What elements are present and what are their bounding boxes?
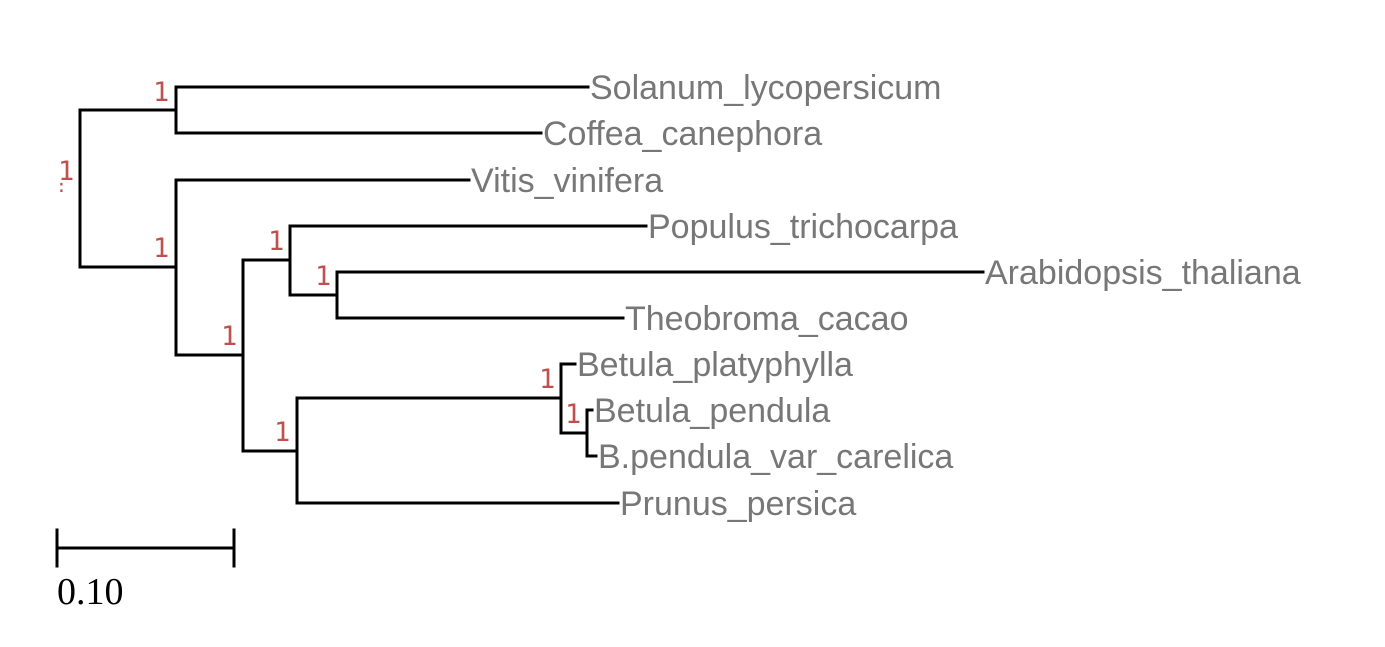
scale-bar-label: 0.10 <box>57 571 124 613</box>
support-value-arabidopsis-theobroma: 1 <box>315 261 331 292</box>
leaf-label-solanum: Solanum_lycopersicum <box>590 69 942 107</box>
leaf-label-populus: Populus_trichocarpa <box>648 208 958 246</box>
support-value-betula: 1 <box>539 364 555 395</box>
leaf-label-arabidopsis: Arabidopsis_thaliana <box>985 254 1301 292</box>
support-value-populus-group: 1 <box>268 226 284 257</box>
support-values: 1 : 1 1 1 1 1 1 1 1 <box>56 77 581 448</box>
support-value-rosids: 1 <box>221 321 237 352</box>
leaf-label-theobroma: Theobroma_cacao <box>625 300 909 338</box>
leaf-labels: Solanum_lycopersicum Coffea_canephora Vi… <box>471 69 1301 523</box>
scale-bar: 0.10 <box>55 528 236 613</box>
support-value-root: 1 <box>58 156 74 187</box>
support-value-solanum-coffea: 1 <box>153 77 169 108</box>
support-value-pendula: 1 <box>565 399 581 430</box>
leaf-label-prunus: Prunus_persica <box>620 485 856 523</box>
leaf-label-betula-platyphylla: Betula_platyphylla <box>577 346 853 384</box>
leaf-label-vitis: Vitis_vinifera <box>471 162 663 200</box>
support-value-rest: 1 <box>153 233 169 264</box>
support-value-root-dots: : <box>56 176 67 197</box>
support-value-betula-prunus: 1 <box>274 417 290 448</box>
leaf-label-betula-pendula: Betula_pendula <box>594 392 830 430</box>
tree-branches <box>78 85 985 505</box>
leaf-label-b-pendula-carelica: B.pendula_var_carelica <box>598 438 953 476</box>
leaf-label-coffea: Coffea_canephora <box>543 115 822 153</box>
